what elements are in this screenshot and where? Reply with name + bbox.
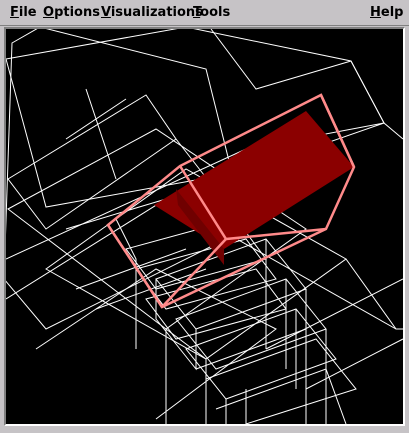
menu-file[interactable]: File [10, 5, 37, 20]
wire-cube [175, 278, 327, 370]
wire-cube [155, 238, 307, 330]
menu-options[interactable]: Options [43, 5, 100, 20]
selection-box-side [176, 189, 224, 265]
menu-help[interactable]: Help [370, 5, 404, 20]
selection-edge [161, 238, 227, 308]
selection-edge [319, 94, 356, 168]
menu-bar: File Options Visualizations Tools Help [0, 0, 409, 26]
wire-edge [65, 88, 127, 180]
wire-edge [265, 278, 403, 390]
selection-box-edges[interactable] [106, 93, 356, 309]
wire-cube [205, 338, 357, 424]
selection-edge [106, 224, 164, 308]
wireframe-scene [6, 29, 403, 424]
wire-edge [345, 60, 403, 330]
menu-visualizations[interactable]: Visualizations [101, 5, 203, 20]
wire-edge [165, 328, 207, 424]
wire-box-mid [7, 128, 307, 330]
wire-edge [210, 29, 352, 90]
3d-viewport[interactable] [4, 27, 405, 426]
menu-tools[interactable]: Tools [193, 5, 231, 20]
wireframe-grid [6, 29, 403, 424]
wire-verticals [225, 289, 327, 424]
bottom-border [0, 426, 409, 433]
wire-cube [185, 308, 337, 400]
selection-box-fill [154, 111, 354, 249]
